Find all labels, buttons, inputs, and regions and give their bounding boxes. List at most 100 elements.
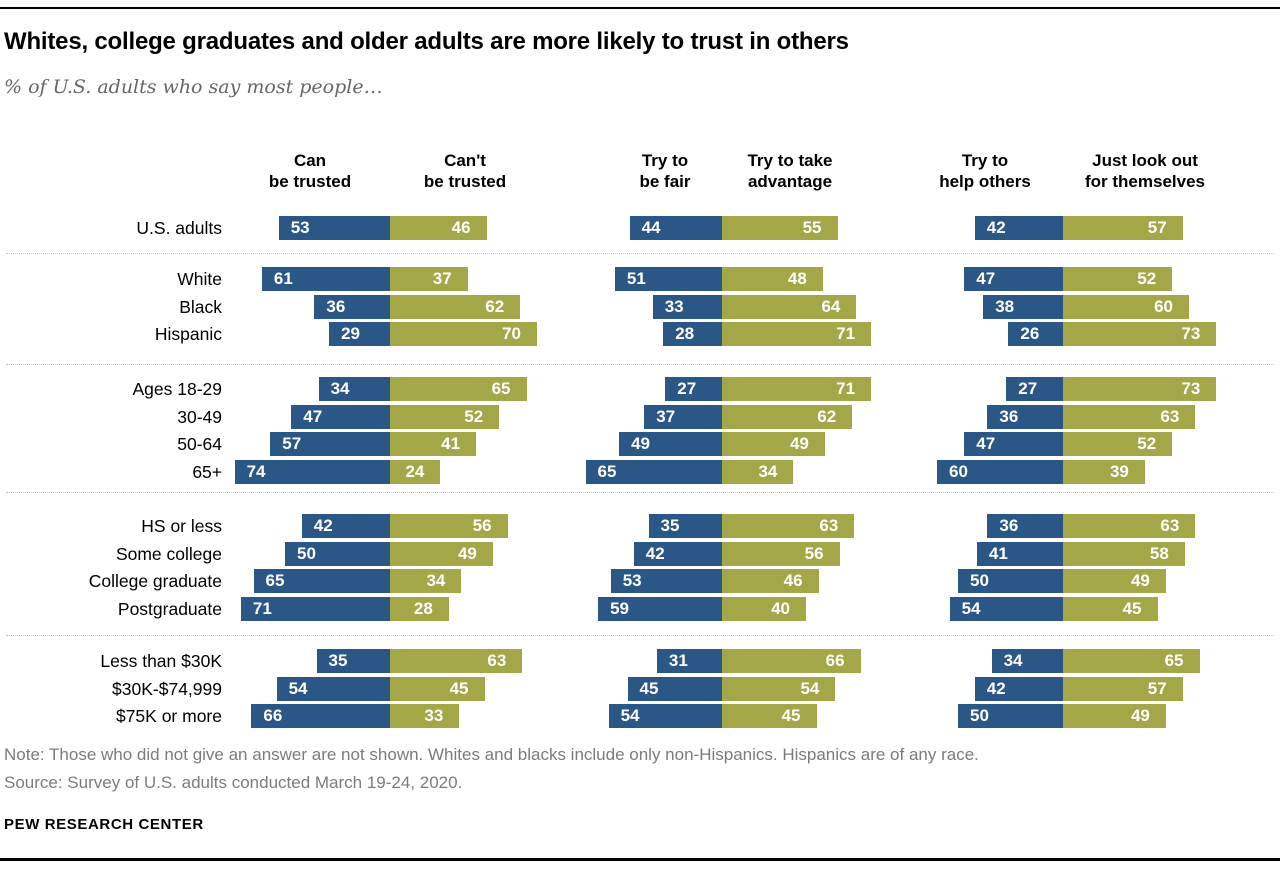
section-divider-3 — [6, 492, 1274, 493]
bar-positive-q3: 47 — [964, 432, 1063, 456]
bar-positive-q1: 34 — [318, 377, 390, 401]
row-label: 30-49 — [177, 407, 222, 427]
bar-negative-q2: 64 — [722, 295, 857, 319]
bar-positive-q3: 38 — [983, 295, 1063, 319]
bar-negative-q3: 60 — [1063, 295, 1189, 319]
chart-note: Note: Those who did not give an answer a… — [4, 745, 979, 764]
bar-positive-q3: 41 — [976, 542, 1063, 566]
bar-positive-q1: 65 — [253, 569, 390, 593]
bar-positive-q3: 47 — [964, 267, 1063, 291]
bar-negative-q2: 66 — [722, 649, 861, 673]
bar-positive-q3: 26 — [1008, 322, 1063, 346]
bar-positive-q3: 27 — [1006, 377, 1063, 401]
bar-positive-q1: 57 — [270, 432, 390, 456]
bar-negative-q3: 63 — [1063, 405, 1196, 429]
column-header-negative-q2: Try to take advantage — [700, 150, 880, 192]
column-header-negative-q3-line1: Just look out — [1092, 151, 1198, 170]
column-header-positive-q2-line2: be fair — [639, 172, 691, 191]
bar-positive-q1: 66 — [251, 704, 390, 728]
bottom-rule — [0, 858, 1280, 861]
bar-positive-q2: 45 — [627, 677, 722, 701]
bar-positive-q1: 53 — [278, 216, 390, 240]
column-header-negative-q3-line2: for themselves — [1085, 172, 1205, 191]
row-label: HS or less — [141, 516, 222, 536]
bar-negative-q3: 49 — [1063, 569, 1166, 593]
row-label: White — [177, 269, 222, 289]
column-header-positive-q2: Try to be fair — [575, 150, 755, 192]
row-label: $30K-$74,999 — [112, 679, 222, 699]
top-rule — [0, 7, 1280, 9]
bar-positive-q1: 74 — [234, 460, 390, 484]
bar-negative-q1: 46 — [390, 216, 487, 240]
bar-positive-q2: 65 — [585, 460, 722, 484]
column-header-negative-q1-line2: be trusted — [423, 172, 507, 191]
bar-positive-q2: 49 — [619, 432, 722, 456]
bar-positive-q3: 36 — [987, 514, 1063, 538]
bar-negative-q2: 54 — [722, 677, 836, 701]
column-header-positive-q1-line2: be trusted — [268, 172, 352, 191]
column-header-positive-q2-line1: Try to — [641, 151, 689, 170]
bar-negative-q3: 65 — [1063, 649, 1200, 673]
bar-positive-q1: 36 — [314, 295, 390, 319]
chart-source: Source: Survey of U.S. adults conducted … — [4, 773, 463, 792]
bar-negative-q2: 45 — [722, 704, 817, 728]
bar-negative-q3: 63 — [1063, 514, 1196, 538]
section-divider-2 — [6, 364, 1274, 365]
bar-negative-q3: 73 — [1063, 377, 1217, 401]
bar-negative-q1: 24 — [390, 460, 441, 484]
bar-positive-q3: 36 — [987, 405, 1063, 429]
bar-negative-q2: 34 — [722, 460, 794, 484]
bar-positive-q2: 37 — [644, 405, 722, 429]
bar-positive-q2: 44 — [629, 216, 722, 240]
bar-negative-q2: 71 — [722, 322, 872, 346]
bar-positive-q1: 71 — [240, 597, 390, 621]
bar-positive-q2: 42 — [633, 542, 722, 566]
bar-positive-q2: 59 — [598, 597, 722, 621]
bar-negative-q2: 46 — [722, 569, 819, 593]
chart-title: Whites, college graduates and older adul… — [4, 28, 849, 55]
bar-positive-q1: 54 — [276, 677, 390, 701]
section-divider-1 — [6, 253, 1274, 254]
bar-positive-q2: 31 — [656, 649, 722, 673]
bar-negative-q2: 55 — [722, 216, 838, 240]
row-label: 65+ — [192, 462, 222, 482]
column-header-positive-q1-line1: Can — [293, 151, 327, 170]
bar-negative-q1: 33 — [390, 704, 460, 728]
bar-positive-q1: 35 — [316, 649, 390, 673]
bar-negative-q3: 49 — [1063, 704, 1166, 728]
bar-positive-q1: 61 — [261, 267, 390, 291]
row-label: Black — [179, 297, 222, 317]
row-label: $75K or more — [115, 706, 222, 726]
bar-positive-q2: 28 — [663, 322, 722, 346]
bar-positive-q1: 47 — [291, 405, 390, 429]
bar-negative-q2: 62 — [722, 405, 853, 429]
row-label: Postgraduate — [117, 599, 222, 619]
bar-positive-q3: 34 — [991, 649, 1063, 673]
bar-negative-q1: 56 — [390, 514, 508, 538]
row-label: Ages 18-29 — [132, 379, 222, 399]
bar-negative-q1: 65 — [390, 377, 527, 401]
section-divider-4 — [6, 635, 1274, 636]
bar-positive-q3: 42 — [974, 216, 1063, 240]
bar-positive-q3: 54 — [949, 597, 1063, 621]
column-header-negative-q3: Just look out for themselves — [1055, 150, 1235, 192]
bar-positive-q2: 27 — [665, 377, 722, 401]
column-header-positive-q3-line1: Try to — [961, 151, 1009, 170]
bar-negative-q1: 41 — [390, 432, 477, 456]
column-header-negative-q2-line2: advantage — [747, 172, 833, 191]
bar-negative-q2: 63 — [722, 514, 855, 538]
bar-positive-q2: 51 — [614, 267, 722, 291]
bar-negative-q2: 71 — [722, 377, 872, 401]
bar-negative-q1: 34 — [390, 569, 462, 593]
bar-positive-q1: 29 — [329, 322, 390, 346]
brand-wordmark: PEW RESEARCH CENTER — [4, 816, 204, 833]
bar-positive-q3: 50 — [958, 569, 1063, 593]
column-header-positive-q3: Try to help others — [895, 150, 1075, 192]
bar-positive-q3: 42 — [974, 677, 1063, 701]
bar-negative-q1: 37 — [390, 267, 468, 291]
bar-negative-q3: 73 — [1063, 322, 1217, 346]
bar-positive-q2: 53 — [610, 569, 722, 593]
bar-positive-q2: 35 — [648, 514, 722, 538]
column-header-negative-q1: Can't be trusted — [375, 150, 555, 192]
bar-negative-q3: 39 — [1063, 460, 1145, 484]
